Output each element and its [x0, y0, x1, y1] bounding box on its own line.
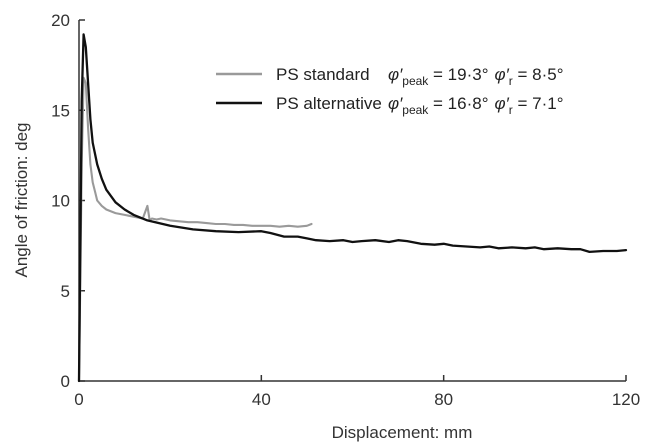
legend: PS standard φ′peak = 19·3° φ′r = 8·5° PS … [216, 65, 564, 117]
peak-subscript: peak [402, 74, 429, 88]
series-line-ps-alternative [77, 33, 628, 383]
legend-stats-ps-standard: φ′peak = 19·3° φ′r = 8·5° [388, 65, 564, 88]
axis-ticks: 0 40 80 120 0 5 10 15 20 [51, 11, 640, 409]
series-line-ps-standard [77, 76, 313, 383]
phi-peak-symbol: φ′ [388, 65, 403, 84]
phi-peak-symbol: φ′ [388, 94, 403, 113]
r-value: = 7·1° [513, 94, 564, 113]
y-tick-label: 5 [61, 282, 70, 301]
legend-label-ps-standard: PS standard [276, 65, 370, 84]
y-axis-title: Angle of friction: deg [12, 123, 31, 278]
r-subscript: r [509, 74, 513, 88]
peak-value: = 16·8° [428, 94, 488, 113]
x-tick-label: 80 [434, 390, 453, 409]
y-tick-label: 0 [61, 372, 70, 391]
phi-r-symbol: φ′ [495, 94, 510, 113]
legend-stats-ps-alternative: φ′peak = 16·8° φ′r = 7·1° [388, 94, 564, 117]
peak-value: = 19·3° [428, 65, 488, 84]
x-tick-label: 40 [252, 390, 271, 409]
peak-subscript: peak [402, 103, 429, 117]
phi-r-symbol: φ′ [495, 65, 510, 84]
y-tick-label: 10 [51, 192, 70, 211]
legend-label-ps-alternative: PS alternative [276, 94, 382, 113]
r-value: = 8·5° [513, 65, 564, 84]
x-tick-label: 0 [74, 390, 83, 409]
x-tick-label: 120 [612, 390, 640, 409]
x-axis-title: Displacement: mm [332, 423, 473, 442]
y-tick-label: 15 [51, 101, 70, 120]
r-subscript: r [509, 103, 513, 117]
y-tick-label: 20 [51, 11, 70, 30]
series-layer [77, 33, 628, 383]
